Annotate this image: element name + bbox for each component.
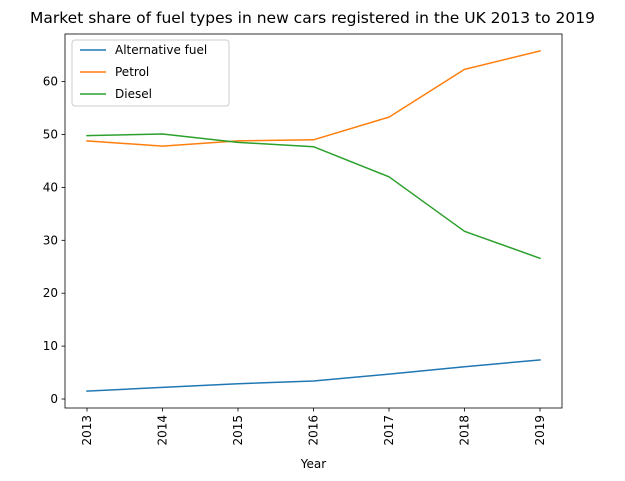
legend-label-alternative-fuel: Alternative fuel (115, 43, 207, 57)
legend-label-diesel: Diesel (115, 87, 152, 101)
y-axis: 0 10 20 30 40 50 60 (43, 75, 65, 406)
plot-frame (64, 33, 563, 409)
x-tick-label: 2015 (231, 415, 245, 446)
y-tick-label: 50 (43, 128, 58, 142)
x-tick-label: 2018 (458, 415, 472, 446)
x-axis-label: Year (300, 457, 326, 471)
x-axis: 2013 2014 2015 2016 2017 2018 2019 (80, 408, 547, 446)
series-line-diesel (86, 133, 541, 260)
y-tick-label: 10 (43, 339, 58, 353)
x-tick-label: 2017 (382, 415, 396, 446)
series-line-petrol (86, 49, 541, 147)
x-tick-label: 2016 (307, 415, 321, 446)
chart-title: Market share of fuel types in new cars r… (30, 9, 595, 27)
series-layer (86, 49, 541, 392)
series-line-alternative-fuel (86, 359, 541, 392)
y-tick-label: 0 (50, 392, 58, 406)
y-tick-label: 30 (43, 233, 58, 247)
legend: Alternative fuel Petrol Diesel (71, 39, 230, 107)
x-tick-label: 2014 (156, 415, 170, 446)
x-tick-label: 2019 (533, 415, 547, 446)
y-tick-label: 20 (43, 286, 58, 300)
y-tick-label: 40 (43, 180, 58, 194)
legend-label-petrol: Petrol (115, 65, 149, 79)
legend-box (71, 39, 230, 107)
x-tick-label: 2013 (80, 415, 94, 446)
y-tick-label: 60 (43, 75, 58, 89)
